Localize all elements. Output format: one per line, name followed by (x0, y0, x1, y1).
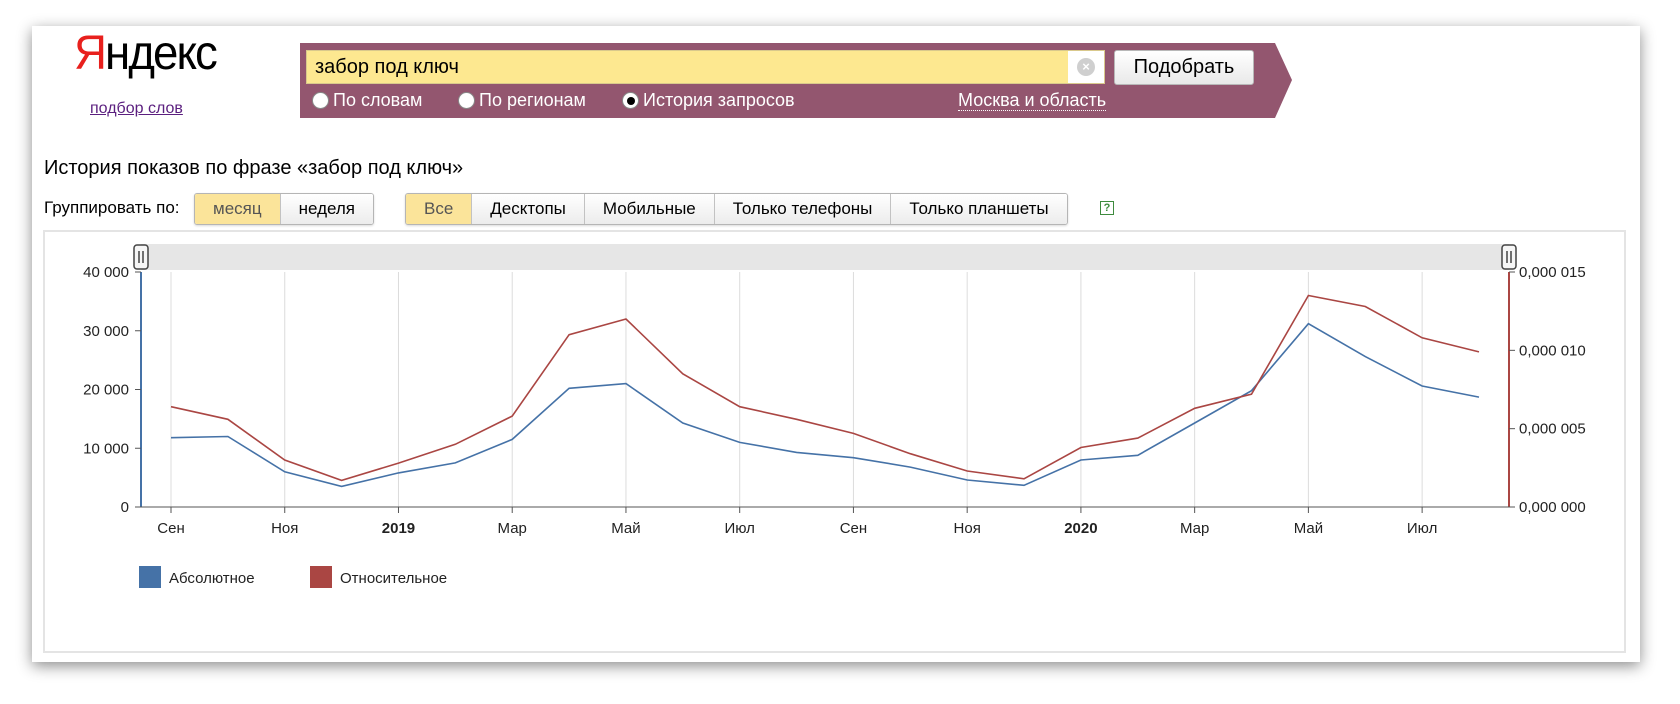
help-icon[interactable]: ? (1100, 201, 1114, 215)
history-chart: 0 10 000 20 000 30 000 40 000 0,000 000 0,000 … (83, 244, 1586, 588)
y-right-tick-label: 0,000 015 (1519, 264, 1586, 281)
y-right-tick-label: 0,000 000 (1519, 499, 1586, 516)
mode-history[interactable]: История запросов (622, 90, 795, 111)
y-left-tick-label: 20 000 (83, 382, 129, 399)
y-right-tick-label: 0,000 005 (1519, 421, 1586, 438)
group-by-label: Группировать по: (44, 198, 180, 217)
range-handle-left-icon (133, 244, 149, 270)
x-tick-label: Сен (157, 520, 184, 537)
device-phones-button[interactable]: Только телефоны (714, 194, 892, 224)
y-left-tick-label: 10 000 (83, 440, 129, 457)
x-tick-label: 2020 (1064, 520, 1097, 537)
group-week-button[interactable]: неделя (280, 194, 373, 224)
x-tick-label: Май (611, 520, 640, 537)
series-line-right (170, 294, 1480, 482)
mode-by-words[interactable]: По словам (312, 90, 422, 111)
clear-icon[interactable]: × (1068, 51, 1104, 83)
region-link[interactable]: Москва и область (958, 90, 1107, 111)
page-title: История показов по фразе «забор под ключ… (44, 157, 464, 179)
series-line-left (170, 322, 1480, 488)
radio-icon (458, 92, 475, 109)
y-right-tick-label: 0,000 010 (1519, 342, 1586, 359)
x-tick-label: Май (1294, 520, 1323, 537)
chart-container: 0 10 000 20 000 30 000 40 000 0,000 000 0,000 … (43, 230, 1626, 653)
group-month-button[interactable]: месяц (195, 194, 281, 224)
group-by-switch: месяц неделя (194, 193, 374, 225)
legend-label: Относительное (340, 570, 447, 587)
radio-selected-icon (622, 92, 639, 109)
x-tick-label: Июл (724, 520, 754, 537)
yandex-logo[interactable]: Яндекс (74, 27, 218, 80)
range-navigator (141, 244, 1509, 270)
y-left-tick-label: 40 000 (83, 264, 129, 281)
wordstat-link[interactable]: подбор слов (90, 100, 183, 117)
x-tick-label: Мар (498, 520, 527, 537)
x-tick-label: Ноя (271, 520, 298, 537)
x-tick-label: Сен (840, 520, 867, 537)
search-input[interactable]: забор под ключ × (306, 50, 1105, 84)
y-left-tick-label: 30 000 (83, 323, 129, 340)
x-tick-label: Июл (1407, 520, 1437, 537)
legend-label: Абсолютное (169, 570, 255, 587)
y-left-tick-label: 0 (121, 499, 129, 516)
legend-swatch (139, 566, 161, 588)
device-tablets-button[interactable]: Только планшеты (891, 194, 1067, 224)
x-tick-label: Ноя (954, 520, 981, 537)
device-mobile-button[interactable]: Мобильные (584, 194, 715, 224)
device-filter: Все Десктопы Мобильные Только телефоны Т… (405, 193, 1068, 225)
range-handle-right-icon (1501, 244, 1517, 270)
search-input-value: забор под ключ (315, 56, 459, 78)
device-all-button[interactable]: Все (406, 194, 473, 224)
legend-swatch (310, 566, 332, 588)
x-tick-label: 2019 (382, 520, 415, 537)
pick-button[interactable]: Подобрать (1114, 50, 1254, 85)
x-tick-label: Мар (1180, 520, 1209, 537)
mode-by-regions[interactable]: По регионам (458, 90, 586, 111)
device-desktop-button[interactable]: Десктопы (472, 194, 585, 224)
radio-icon (312, 92, 329, 109)
